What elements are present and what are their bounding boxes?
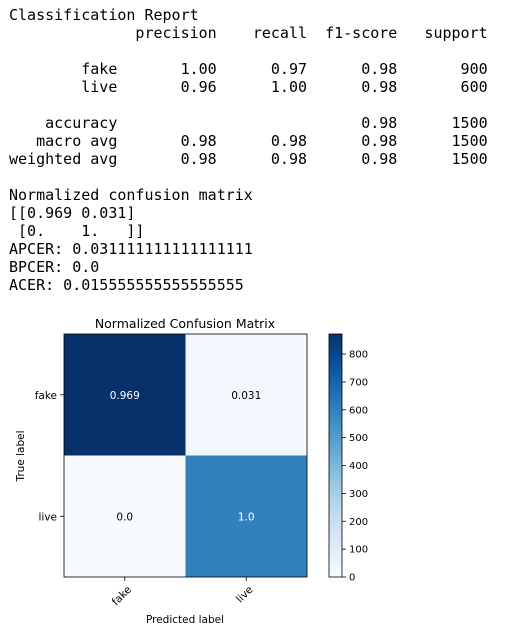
colorbar-tick-label: 500 [349,433,368,444]
confusion-matrix-row-0: [[0.969 0.031] [9,204,136,222]
colorbar-tick-label: 400 [349,461,368,472]
report-title: Classification Report [9,6,199,24]
colorbar [328,333,343,578]
blank-line [9,168,488,186]
colorbar-tick-label: 700 [349,377,368,388]
report-row-live: live 0.96 1.00 0.98 600 [9,78,488,96]
report-header-row: precision recall f1-score support [9,24,488,42]
plot-frame [63,333,308,578]
cell-value-label: 1.0 [238,511,255,523]
report-row-weighted-avg: weighted avg 0.98 0.98 0.98 1500 [9,150,488,168]
colorbar-tick-label: 300 [349,489,368,500]
colorbar-tick-label: 600 [349,405,368,416]
report-row-macro-avg: macro avg 0.98 0.98 0.98 1500 [9,132,488,150]
x-axis-label: Predicted label [146,614,224,626]
x-tick-label: live [234,584,256,606]
heatmap-cells: 0.969 0.031 0.0 1.0 [64,334,307,577]
colorbar-tick-label: 0 [349,573,355,584]
colorbar-ticks: 0 100 200 300 400 500 600 700 800 [342,350,368,584]
heatmap-cell [185,334,307,456]
colorbar-tick-label: 100 [349,545,368,556]
x-tick-label: fake [110,584,134,608]
acer-value: ACER: 0.015555555555555555 [9,276,244,294]
bpcer-value: BPCER: 0.0 [9,258,100,276]
confusion-matrix-heading: Normalized confusion matrix [9,186,253,204]
colorbar-tick-label: 200 [349,517,368,528]
apcer-value: APCER: 0.031111111111111111 [9,240,253,258]
report-row-fake: fake 1.00 0.97 0.98 900 [9,60,488,78]
heatmap-cell [185,455,307,577]
cell-value-label: 0.031 [231,390,261,402]
y-tick-label: live [38,511,57,523]
x-axis-ticks: fake live [110,577,256,608]
y-axis-ticks: fake live [35,390,64,523]
confusion-matrix-figure: Normalized Confusion Matrix 0.969 0.0310.… [15,316,368,626]
colorbar-tick-label: 800 [349,350,368,361]
heatmap-cell [64,455,186,577]
confusion-matrix-row-1: [0. 1. ]] [9,222,145,240]
y-tick-label: fake [35,390,57,402]
classification-report-output: Classification Report precision recall f… [9,6,488,294]
heatmap-cell [64,334,186,456]
chart-title: Normalized Confusion Matrix [95,316,275,331]
blank-line [9,96,488,114]
cell-value-label: 0.0 [116,511,133,523]
report-row-accuracy: accuracy 0.98 1500 [9,114,488,132]
blank-line [9,42,488,60]
y-axis-label: True label [15,430,27,482]
cell-value-label: 0.969 [110,390,140,402]
